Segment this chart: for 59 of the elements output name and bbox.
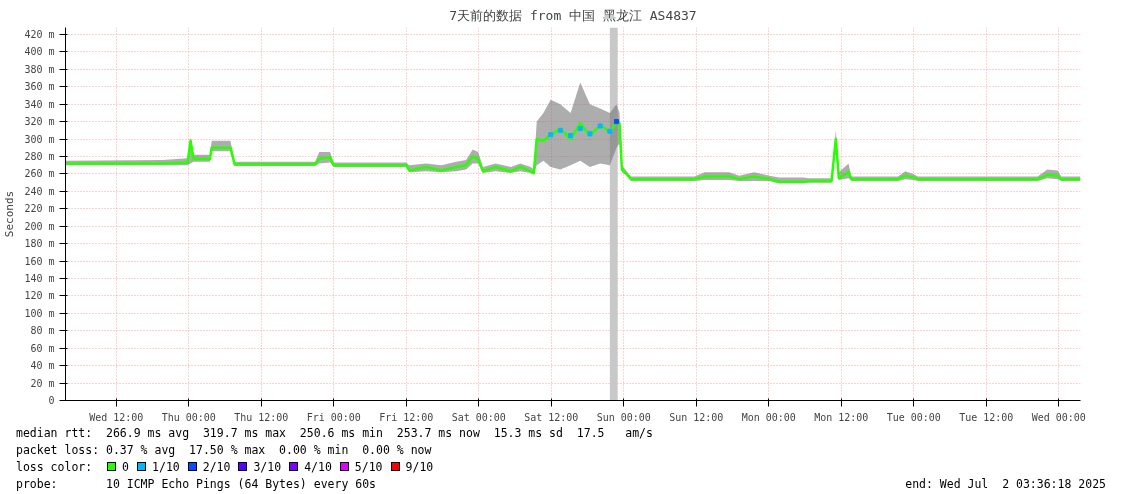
y-tick-label: 200 m — [24, 220, 55, 232]
legend-title: loss color: — [16, 460, 93, 475]
y-tick-label: 260 m — [24, 168, 55, 180]
y-axis-title: Seconds — [3, 190, 17, 238]
x-tick-label: Mon 00:00 — [741, 411, 796, 423]
point — [557, 127, 563, 133]
y-tick-label: 400 m — [24, 46, 55, 58]
x-tick-label: Wed 00:00 — [1031, 411, 1086, 423]
y-tick-label: 320 m — [24, 116, 55, 128]
y-tick-label: 100 m — [24, 307, 55, 319]
y-tick-label: 180 m — [24, 238, 55, 250]
y-tick-label: 300 m — [24, 133, 55, 145]
point — [614, 119, 619, 125]
text: median rtt: 266.9 ms avg 319.7 ms max 250.6 ms min 253.7 ms now 15.3 ms sd 17.5 am/s — [16, 426, 653, 440]
y-tick-label: 80 m — [30, 325, 55, 337]
legend-label: 1/10 — [152, 460, 180, 475]
point — [607, 128, 613, 134]
x-tick-label: Fri 12:00 — [379, 411, 434, 423]
point — [587, 131, 593, 137]
y-tick-label: 160 m — [24, 255, 55, 267]
y-tick-label: 60 m — [30, 342, 55, 354]
x-tick-label: Wed 12:00 — [89, 411, 144, 423]
legend-label: 3/10 — [253, 460, 282, 475]
y-tick-label: 140 m — [24, 272, 55, 284]
x-tick-label: Thu 12:00 — [234, 411, 289, 423]
text: end: Wed Jul 2 03:36:18 2025 — [905, 477, 1106, 492]
y-tick-label: 220 m — [24, 203, 55, 215]
x-tick-label: Tue 12:00 — [959, 411, 1014, 423]
y-tick-label: 40 m — [30, 360, 55, 372]
legend-label: 9/10 — [405, 460, 434, 475]
x-tick-label: Fri 00:00 — [306, 411, 361, 423]
y-tick-label: 240 m — [24, 185, 55, 197]
point — [548, 132, 554, 138]
text: packet loss: 0.37 % avg 17.50 % max 0.00 % min 0.00 % now — [16, 443, 432, 458]
y-tick-label: 360 m — [24, 81, 55, 93]
x-tick-label: Sun 12:00 — [669, 411, 724, 423]
chart-title: 7天前的数据 from 中国 黑龙江 AS4837 — [449, 7, 697, 23]
y-tick-label: 380 m — [24, 63, 55, 75]
x-tick-label: Thu 00:00 — [161, 411, 216, 423]
legend-label: 4/10 — [304, 460, 332, 475]
point — [568, 133, 574, 139]
y-tick-label: 280 m — [24, 150, 55, 162]
y-tick-label: 0 — [48, 395, 55, 406]
x-tick-label: Sat 00:00 — [451, 411, 506, 423]
x-tick-label: Mon 12:00 — [814, 411, 869, 423]
legend-label: 0 — [122, 460, 130, 475]
x-tick-label: Sun 00:00 — [596, 411, 651, 423]
y-tick-label: 120 m — [24, 290, 55, 302]
y-tick-label: 20 m — [30, 377, 55, 389]
line-series — [65, 120, 1081, 183]
x-tick-label: Tue 00:00 — [886, 411, 941, 423]
point — [577, 126, 583, 132]
legend-label: 2/10 — [202, 460, 231, 475]
y-tick-label: 340 m — [24, 98, 55, 110]
text: probe: 10 ICMP Echo Pings (64 Bytes) every 60s — [16, 477, 377, 492]
point — [597, 123, 603, 129]
x-tick-label: Sat 12:00 — [524, 411, 579, 423]
y-tick-label: 420 m — [24, 28, 55, 40]
legend-label: 5/10 — [354, 460, 383, 475]
